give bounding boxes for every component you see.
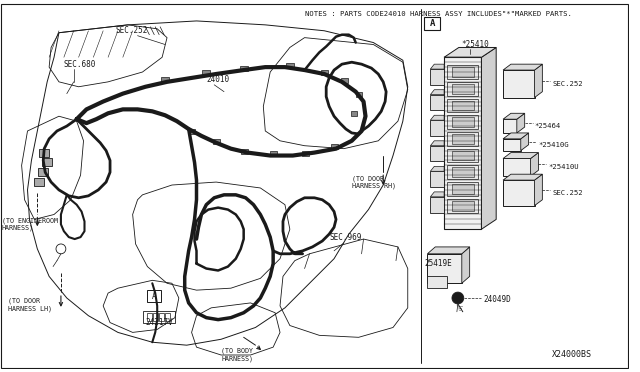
Bar bbox=[447, 99, 479, 112]
Polygon shape bbox=[534, 64, 542, 97]
Bar bbox=[452, 184, 474, 194]
Bar bbox=[430, 171, 444, 187]
Text: *25410: *25410 bbox=[462, 40, 490, 49]
Text: 25419E: 25419E bbox=[424, 259, 452, 268]
Polygon shape bbox=[481, 48, 496, 229]
Polygon shape bbox=[430, 192, 444, 197]
Bar bbox=[143, 311, 175, 323]
Bar bbox=[447, 199, 479, 212]
Polygon shape bbox=[503, 133, 529, 139]
Bar bbox=[202, 70, 211, 75]
Bar bbox=[38, 168, 48, 176]
Text: *25410G: *25410G bbox=[538, 142, 569, 148]
Bar bbox=[424, 17, 440, 30]
Text: SEC.252: SEC.252 bbox=[552, 81, 583, 87]
Bar bbox=[452, 100, 474, 110]
Polygon shape bbox=[503, 153, 538, 158]
Polygon shape bbox=[462, 247, 470, 283]
Bar bbox=[447, 182, 479, 196]
Text: NOTES : PARTS CODE24010 HARNESS ASSY INCLUDES"*"MARKED PARTS.: NOTES : PARTS CODE24010 HARNESS ASSY INC… bbox=[305, 11, 572, 17]
Polygon shape bbox=[503, 64, 542, 70]
Text: SEC.969: SEC.969 bbox=[329, 232, 362, 241]
Text: 24217V: 24217V bbox=[145, 318, 173, 327]
Bar bbox=[35, 178, 44, 186]
Bar bbox=[503, 158, 531, 176]
Bar bbox=[452, 67, 474, 77]
Bar bbox=[447, 115, 479, 129]
Bar bbox=[452, 134, 474, 144]
Polygon shape bbox=[534, 174, 542, 206]
Polygon shape bbox=[503, 174, 542, 180]
Bar bbox=[447, 65, 479, 79]
Bar bbox=[503, 119, 517, 133]
Bar bbox=[447, 82, 479, 96]
Bar bbox=[147, 313, 152, 321]
Bar bbox=[430, 69, 444, 85]
Bar bbox=[444, 57, 481, 229]
Bar bbox=[165, 313, 170, 321]
Bar bbox=[159, 313, 164, 321]
Text: (TO DOOR
HARNESS RH): (TO DOOR HARNESS RH) bbox=[352, 175, 396, 189]
Bar bbox=[356, 92, 362, 97]
Bar bbox=[39, 149, 49, 157]
Text: SEC.252: SEC.252 bbox=[116, 26, 148, 35]
Text: SEC.252: SEC.252 bbox=[552, 190, 583, 196]
Text: X24000BS: X24000BS bbox=[552, 350, 592, 359]
Bar bbox=[447, 166, 479, 179]
Polygon shape bbox=[430, 166, 444, 171]
Text: *25464: *25464 bbox=[534, 123, 561, 129]
Text: (TO ENGINEROOM
HARNESS): (TO ENGINEROOM HARNESS) bbox=[2, 217, 58, 231]
Text: *25410U: *25410U bbox=[548, 164, 579, 170]
Polygon shape bbox=[531, 153, 538, 176]
Bar bbox=[503, 139, 521, 151]
Text: (TO BODY
HARNESS): (TO BODY HARNESS) bbox=[221, 348, 253, 362]
Bar bbox=[430, 94, 444, 110]
Bar bbox=[286, 63, 294, 68]
Bar bbox=[452, 201, 474, 211]
Bar bbox=[452, 151, 474, 160]
Bar bbox=[270, 151, 277, 155]
Text: A: A bbox=[429, 19, 435, 28]
Polygon shape bbox=[521, 133, 529, 151]
Bar bbox=[452, 167, 474, 177]
Bar bbox=[503, 180, 534, 206]
Polygon shape bbox=[430, 90, 444, 94]
Bar bbox=[321, 70, 328, 75]
Polygon shape bbox=[430, 64, 444, 69]
Bar bbox=[503, 70, 534, 97]
Bar bbox=[331, 144, 338, 149]
Bar bbox=[351, 111, 356, 116]
Bar bbox=[447, 149, 479, 163]
Bar bbox=[428, 254, 462, 283]
Bar bbox=[240, 66, 248, 71]
Polygon shape bbox=[517, 113, 525, 133]
Polygon shape bbox=[444, 48, 496, 57]
Text: SEC.680: SEC.680 bbox=[64, 60, 96, 69]
Bar bbox=[341, 78, 348, 83]
Text: (TO DOOR
HARNESS LH): (TO DOOR HARNESS LH) bbox=[8, 298, 52, 312]
Bar bbox=[153, 313, 158, 321]
Polygon shape bbox=[430, 115, 444, 120]
Bar bbox=[430, 120, 444, 136]
Bar bbox=[161, 77, 169, 82]
Polygon shape bbox=[428, 247, 470, 254]
Bar bbox=[189, 129, 195, 134]
Text: 24049D: 24049D bbox=[483, 295, 511, 304]
Bar bbox=[447, 132, 479, 146]
Bar bbox=[430, 197, 444, 212]
Bar bbox=[452, 84, 474, 94]
Bar bbox=[452, 117, 474, 127]
Bar bbox=[213, 139, 220, 144]
Bar bbox=[241, 149, 248, 154]
Text: A: A bbox=[152, 292, 157, 301]
Text: 24010: 24010 bbox=[206, 76, 230, 84]
Bar bbox=[430, 146, 444, 161]
Polygon shape bbox=[430, 141, 444, 146]
Bar bbox=[428, 276, 447, 288]
Bar bbox=[42, 158, 52, 166]
Bar bbox=[147, 290, 161, 302]
Polygon shape bbox=[503, 113, 525, 119]
Circle shape bbox=[452, 292, 464, 304]
Bar bbox=[301, 151, 308, 155]
